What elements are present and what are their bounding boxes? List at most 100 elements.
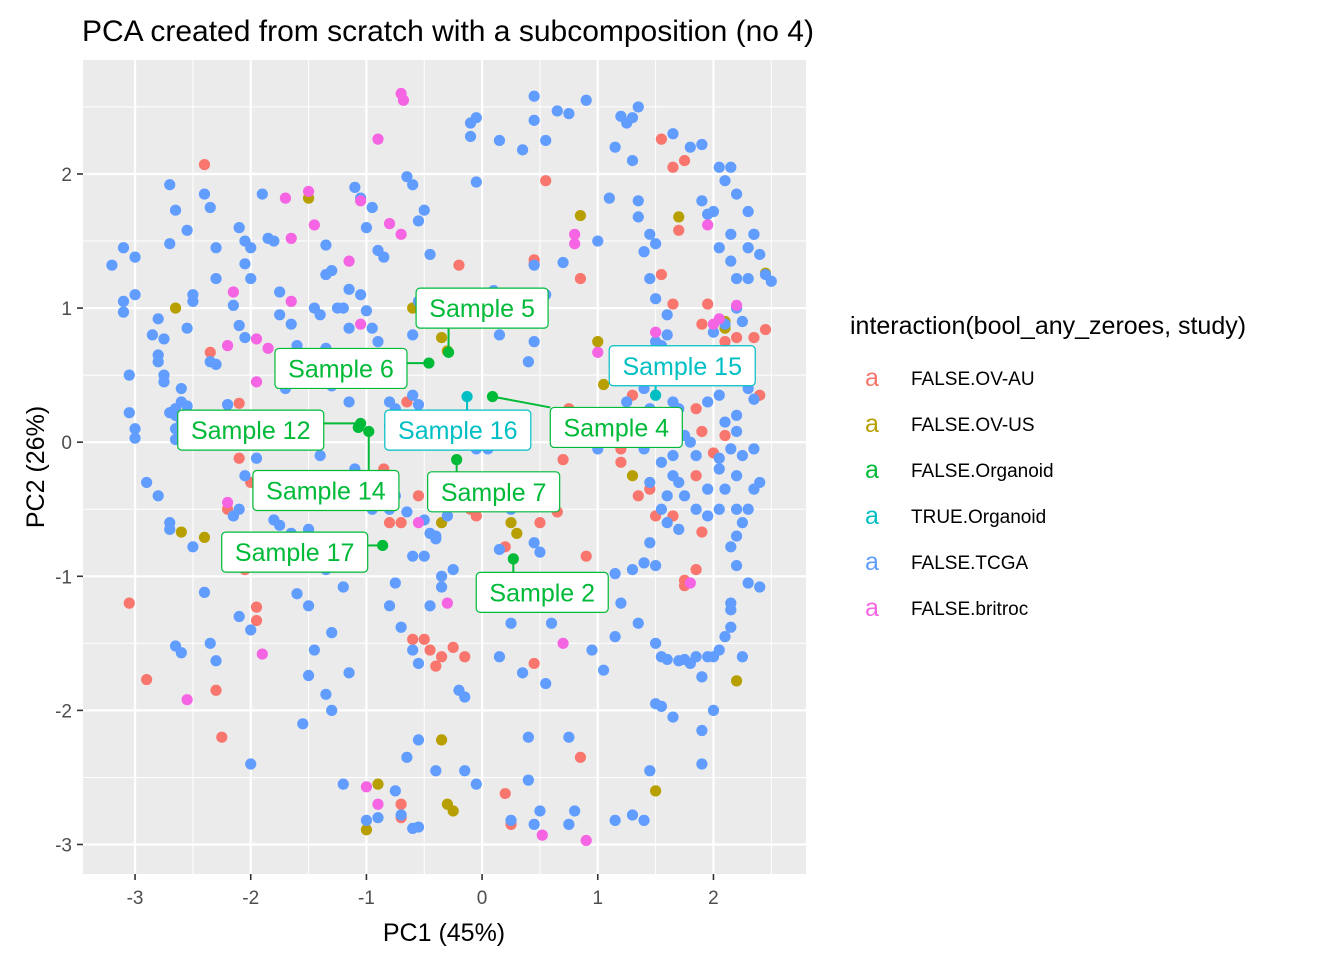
data-point — [164, 523, 176, 535]
data-point — [424, 644, 436, 656]
data-point — [274, 286, 286, 298]
data-point — [574, 272, 587, 285]
data-point — [661, 490, 673, 502]
label-text: Sample 15 — [622, 353, 742, 381]
data-point — [412, 821, 425, 833]
data-point — [725, 228, 737, 240]
data-point — [343, 283, 355, 295]
data-point — [522, 774, 534, 786]
data-point — [592, 235, 604, 247]
data-point — [436, 331, 448, 344]
legend-key: a — [865, 594, 879, 622]
data-point — [702, 219, 714, 231]
data-point — [349, 181, 361, 193]
data-point — [250, 333, 263, 345]
data-point — [430, 660, 442, 672]
data-point — [702, 510, 714, 522]
data-point — [436, 734, 448, 746]
data-point — [707, 704, 720, 716]
y-tick-label: 0 — [61, 433, 72, 454]
data-point — [245, 758, 257, 770]
data-point — [198, 158, 211, 171]
data-point — [210, 684, 222, 696]
label-box — [608, 345, 756, 387]
data-point — [603, 192, 615, 204]
data-point — [412, 517, 425, 529]
label-text: Sample 6 — [288, 355, 394, 383]
data-point — [569, 238, 581, 250]
data-point — [597, 378, 610, 391]
data-point — [314, 450, 326, 462]
data-point — [528, 537, 540, 549]
data-point — [655, 456, 668, 468]
data-point — [702, 483, 714, 495]
data-point — [690, 470, 702, 482]
data-point — [505, 814, 517, 826]
data-point — [407, 633, 419, 645]
data-point — [736, 450, 748, 462]
data-point — [661, 309, 673, 321]
data-point — [730, 272, 743, 285]
data-point — [250, 601, 263, 613]
data-point — [615, 597, 627, 609]
data-point — [424, 600, 436, 612]
data-point — [470, 778, 482, 790]
legend-title: interaction(bool_any_zeroes, study) — [850, 312, 1246, 340]
data-point — [227, 286, 239, 298]
data-point — [233, 397, 245, 409]
data-point — [650, 637, 662, 649]
data-point — [667, 298, 679, 310]
data-point — [372, 798, 384, 810]
data-point — [198, 586, 211, 598]
data-point — [320, 268, 332, 281]
data-point — [308, 219, 320, 231]
y-tick-label: -2 — [55, 701, 72, 722]
data-point — [505, 517, 517, 529]
data-point — [748, 393, 760, 405]
data-point — [343, 396, 355, 408]
data-point — [407, 329, 419, 341]
label-box — [274, 347, 408, 390]
data-point — [459, 765, 471, 777]
data-point — [129, 251, 141, 263]
data-point — [493, 651, 506, 663]
data-point — [702, 396, 714, 408]
data-point — [557, 637, 569, 649]
data-point — [302, 669, 315, 682]
data-point — [459, 651, 471, 663]
data-point — [493, 329, 506, 341]
data-point — [632, 617, 644, 629]
data-point — [690, 563, 702, 576]
data-point — [187, 295, 199, 307]
data-point — [736, 651, 748, 663]
data-point — [447, 641, 459, 653]
data-point — [395, 517, 407, 529]
data-point — [424, 248, 436, 261]
series-FALSE.britroc — [181, 87, 743, 847]
label-text: Sample 17 — [235, 539, 355, 567]
data-point — [730, 425, 743, 438]
y-tick-label: -3 — [55, 835, 72, 856]
x-tick-label: 2 — [708, 888, 719, 909]
data-point — [239, 258, 251, 270]
data-point — [632, 101, 644, 113]
data-point — [395, 228, 407, 240]
data-point — [222, 399, 234, 411]
sample-label: Sample 12 — [177, 409, 361, 451]
y-axis: -3 -2 -1 0 1 2 — [55, 165, 83, 856]
data-point — [204, 637, 216, 649]
data-point — [117, 295, 130, 307]
legend-key: a — [865, 410, 879, 438]
data-point — [528, 114, 540, 126]
data-point — [684, 436, 696, 448]
data-point — [713, 161, 725, 173]
data-point — [528, 818, 540, 830]
data-point — [383, 218, 396, 230]
data-point — [302, 600, 315, 612]
data-point — [360, 222, 373, 234]
data-point — [352, 421, 364, 434]
data-point — [250, 452, 263, 464]
data-point — [667, 450, 679, 462]
data-point — [378, 251, 390, 263]
data-point — [644, 765, 656, 777]
